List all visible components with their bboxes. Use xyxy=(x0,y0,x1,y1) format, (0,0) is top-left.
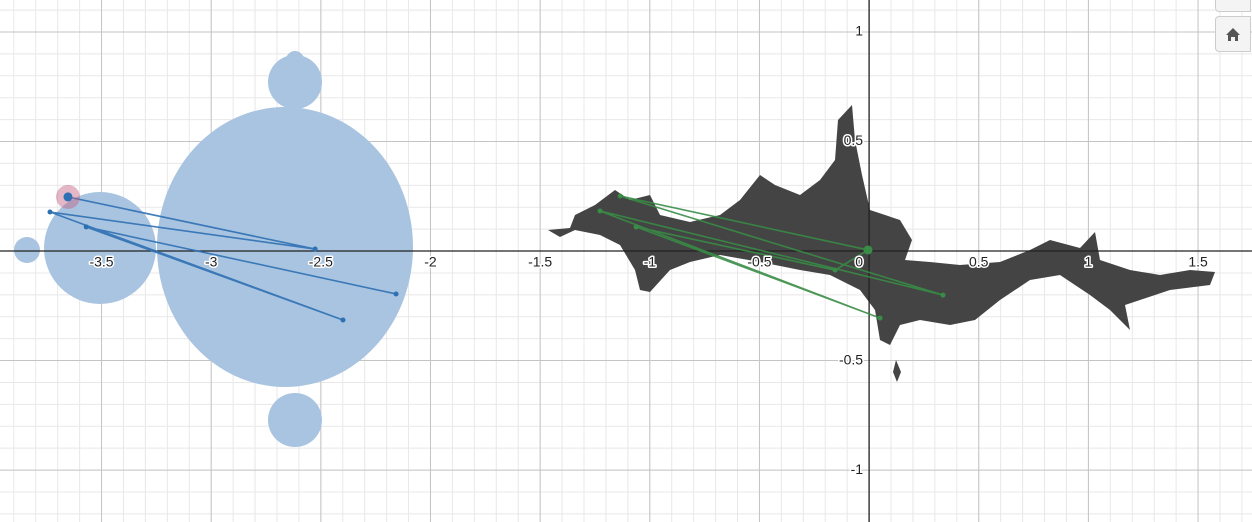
x-tick-label: -1.5 xyxy=(528,254,552,270)
top-bulb xyxy=(268,55,322,109)
x-tick-label: 0 xyxy=(855,254,863,270)
orbit-point xyxy=(865,247,871,253)
orbit-point xyxy=(597,208,603,214)
home-button[interactable] xyxy=(1215,16,1251,52)
orbit-layer xyxy=(47,184,946,323)
y-tick-label: 0.5 xyxy=(844,132,864,148)
x-tick-label: -1 xyxy=(644,254,657,270)
y-tick-label: -1 xyxy=(851,461,864,477)
orbit-point xyxy=(617,193,623,199)
y-tick-label: 1 xyxy=(855,23,863,39)
orbit-point xyxy=(832,267,838,273)
x-tick-label: -2.5 xyxy=(309,254,333,270)
orbit-line xyxy=(599,195,944,319)
home-icon xyxy=(1226,28,1240,41)
top-tip xyxy=(286,51,304,69)
x-tick-label: 1.5 xyxy=(1188,254,1208,270)
bottom-bulb xyxy=(268,393,322,447)
tick-label-layer: -3.5 -3 -2.5 -2 -1.5 -1 -0.5 0 0.5 1 1.5 -1 -0.5 0.5 1 xyxy=(88,21,1210,478)
orbit-point xyxy=(47,209,53,215)
orbit-point xyxy=(312,246,318,252)
orbit-point xyxy=(63,192,73,202)
mandelbrot-set xyxy=(14,51,413,447)
orbit-point xyxy=(877,315,883,321)
left-bulb xyxy=(14,237,40,263)
x-tick-label: -3 xyxy=(205,254,218,270)
orbit-point xyxy=(393,291,399,297)
x-tick-label: -0.5 xyxy=(747,254,771,270)
main-cardioid xyxy=(157,107,413,387)
orbit-point xyxy=(633,224,639,230)
julia-fragment xyxy=(893,360,901,382)
zoom-button[interactable] xyxy=(1215,0,1251,12)
x-tick-label: 1 xyxy=(1085,254,1093,270)
orbit-point xyxy=(940,292,946,298)
julia-body xyxy=(548,105,1215,345)
x-tick-label: 0.5 xyxy=(969,254,989,270)
x-tick-label: -3.5 xyxy=(89,254,113,270)
y-tick-label: -0.5 xyxy=(839,351,863,367)
orbit-line xyxy=(49,196,397,321)
period-two-bulb xyxy=(44,192,156,304)
julia-set xyxy=(548,105,1215,382)
x-tick-label: -2 xyxy=(424,254,437,270)
orbit-point xyxy=(83,224,89,230)
orbit-point xyxy=(340,317,346,323)
